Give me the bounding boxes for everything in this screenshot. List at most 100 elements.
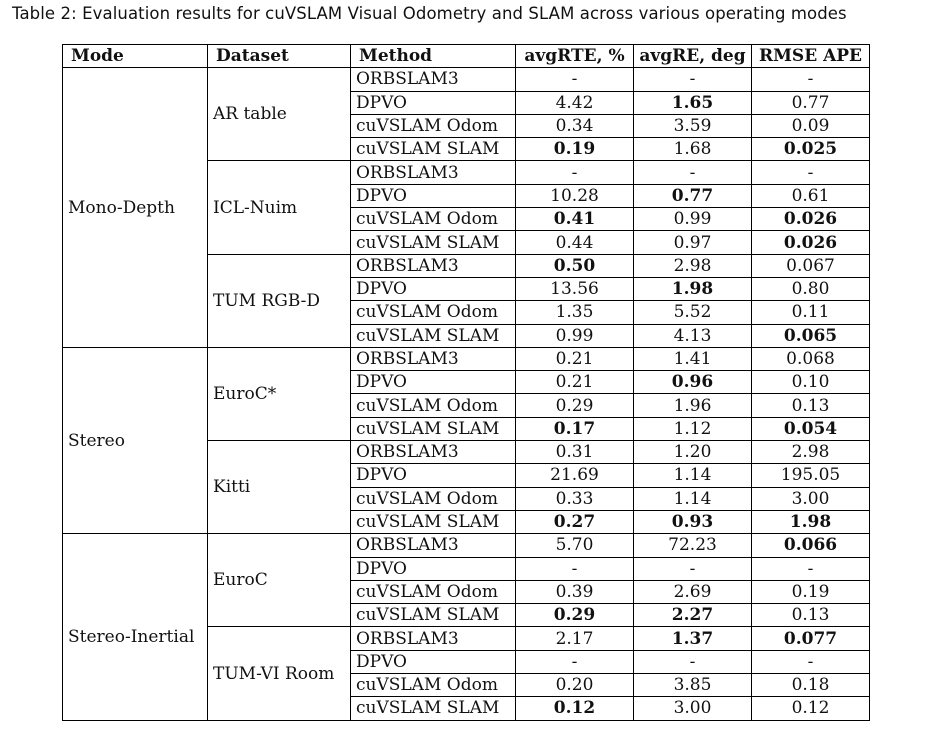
- rmse-ape-cell: 3.00: [751, 486, 870, 511]
- avg-rte-cell: -: [515, 556, 634, 581]
- avg-re-cell: -: [633, 67, 752, 92]
- avg-rte-cell: 0.21: [515, 346, 634, 372]
- dataset-cell: Kitti: [207, 440, 351, 535]
- avg-re-cell: 1.68: [633, 137, 752, 162]
- rmse-ape-cell: 0.066: [751, 533, 870, 558]
- rmse-ape-cell: 0.065: [751, 323, 870, 348]
- avg-re-cell: 2.27: [633, 603, 752, 628]
- avg-rte-cell: 0.12: [515, 696, 634, 721]
- dataset-label: TUM-VI Room: [213, 663, 335, 684]
- rmse-ape-cell: -: [751, 649, 870, 675]
- rmse-ape-cell: 0.09: [751, 113, 870, 139]
- avg-rte-cell: 1.35: [515, 300, 634, 325]
- table-row: cuVSLAM Odom 1.35 5.52 0.11: [63, 300, 870, 325]
- rmse-ape-cell: 0.026: [751, 207, 870, 232]
- header-rmse-ape: RMSE APE: [751, 43, 870, 69]
- avg-rte-cell: 0.50: [515, 253, 634, 278]
- avg-rte-cell: 0.21: [515, 370, 634, 395]
- rmse-ape-cell: 0.067: [751, 253, 870, 278]
- dataset-cell: ICL-Nuim: [207, 160, 351, 255]
- header-row: Mode Dataset Method avgRTE, % avgRE, deg…: [62, 43, 870, 69]
- dataset-cell: EuroC: [207, 533, 351, 628]
- mode-label: Mono-Depth: [68, 197, 175, 218]
- avg-rte-cell: 21.69: [515, 463, 634, 488]
- avg-rte-cell: 0.20: [515, 673, 634, 698]
- avg-rte-cell: 0.33: [515, 486, 634, 511]
- rmse-ape-cell: 2.98: [751, 440, 870, 465]
- avg-re-cell: 3.85: [633, 673, 752, 698]
- method-cell: cuVSLAM SLAM: [350, 323, 516, 348]
- method-cell: cuVSLAM SLAM: [350, 509, 516, 535]
- avg-rte-cell: 0.39: [515, 579, 634, 605]
- method-cell: cuVSLAM Odom: [350, 300, 516, 325]
- method-cell: ORBSLAM3: [350, 346, 516, 372]
- method-cell: ORBSLAM3: [350, 626, 516, 651]
- avg-rte-cell: -: [515, 160, 634, 185]
- dataset-label: EuroC*: [213, 383, 277, 404]
- avg-re-cell: 0.77: [633, 183, 752, 209]
- rmse-ape-cell: 0.12: [751, 696, 870, 721]
- table-row: cuVSLAM Odom 0.20 3.85 0.18: [63, 673, 870, 698]
- method-cell: cuVSLAM Odom: [350, 113, 516, 139]
- rmse-ape-cell: 0.10: [751, 370, 870, 395]
- rmse-ape-cell: 0.054: [751, 416, 870, 442]
- header-mode: Mode: [62, 43, 208, 69]
- dataset-label: EuroC: [213, 570, 268, 591]
- method-cell: cuVSLAM SLAM: [350, 230, 516, 255]
- mode-cell: Stereo: [62, 346, 208, 535]
- dataset-cell: EuroC*: [207, 346, 351, 442]
- avg-rte-cell: 0.44: [515, 230, 634, 255]
- mode-cell: Stereo-Inertial: [62, 533, 208, 721]
- avg-rte-cell: 0.99: [515, 323, 634, 348]
- table-row: TUM-VI Room ORBSLAM3 2.17 1.37 0.077: [63, 626, 870, 721]
- dataset-label: AR table: [213, 104, 287, 125]
- avg-rte-cell: -: [515, 67, 634, 92]
- avg-re-cell: 1.20: [633, 440, 752, 465]
- header-method: Method: [350, 43, 516, 69]
- table-row: DPVO - - -: [63, 556, 870, 581]
- table-row: ICL-Nuim ORBSLAM3- - -: [63, 160, 870, 255]
- table-row: Stereo EuroC* ORBSLAM3 0.21 1.41 0.068: [62, 346, 870, 535]
- rmse-ape-cell: 0.13: [751, 393, 870, 418]
- header-avg-rte: avgRTE, %: [515, 43, 634, 69]
- rmse-ape-cell: 195.05: [751, 463, 870, 488]
- table-row: Stereo-Inertial EuroC ORBSLAM3 5.70 72.23 0.0…: [62, 533, 870, 721]
- avg-re-cell: 1.37: [633, 626, 752, 651]
- avg-re-cell: 2.69: [633, 579, 752, 605]
- avg-re-cell: 1.14: [633, 463, 752, 488]
- rmse-ape-cell: 0.068: [751, 346, 870, 372]
- method-cell: cuVSLAM Odom: [350, 393, 516, 418]
- avg-re-cell: 5.52: [633, 300, 752, 325]
- table-caption: Table 2: Evaluation results for cuVSLAM …: [12, 4, 847, 23]
- avg-re-cell: 1.41: [633, 346, 752, 372]
- table-row: cuVSLAM Odom 0.29 1.96 0.13: [63, 393, 870, 418]
- table-row: cuVSLAM SLAM 0.19 1.68 0.025: [63, 137, 870, 162]
- rmse-ape-cell: 1.98: [751, 509, 870, 535]
- method-cell: cuVSLAM SLAM: [350, 416, 516, 442]
- avg-rte-cell: 0.19: [515, 137, 634, 162]
- mode-label: Stereo: [68, 430, 125, 451]
- table-row: cuVSLAM SLAM 0.17 1.12 0.054: [63, 416, 870, 442]
- table-row: cuVSLAM SLAM 0.44 0.97 0.026: [63, 230, 870, 255]
- table-row: cuVSLAM SLAM 0.27 0.93 1.98: [63, 509, 870, 535]
- avg-rte-cell: 0.41: [515, 207, 634, 232]
- avg-re-cell: 1.12: [633, 416, 752, 442]
- avg-rte-cell: 0.31: [515, 440, 634, 465]
- method-cell: cuVSLAM Odom: [350, 673, 516, 698]
- method-cell: DPVO: [350, 556, 516, 581]
- method-cell: ORBSLAM3: [350, 253, 516, 278]
- dataset-cell: TUM RGB-D: [207, 253, 351, 348]
- table-row: Kitti ORBSLAM3 0.31 1.20 2.98: [63, 440, 870, 535]
- table-row: Mono-Depth AR table ORBSLAM3- - -: [62, 67, 870, 348]
- avg-rte-cell: 0.34: [515, 113, 634, 139]
- avg-rte-cell: -: [515, 649, 634, 675]
- rmse-ape-cell: 0.18: [751, 673, 870, 698]
- method-cell: DPVO: [350, 90, 516, 115]
- rmse-ape-cell: 0.026: [751, 230, 870, 255]
- avg-re-cell: 1.98: [633, 276, 752, 302]
- dataset-label: TUM RGB-D: [213, 290, 321, 311]
- table-row: cuVSLAM Odom 0.39 2.69 0.19: [63, 579, 870, 605]
- avg-re-cell: 0.96: [633, 370, 752, 395]
- table-body: Mono-Depth AR table ORBSLAM3- - - DPVO 4.42 1.6…: [62, 67, 870, 721]
- method-cell: DPVO: [350, 276, 516, 302]
